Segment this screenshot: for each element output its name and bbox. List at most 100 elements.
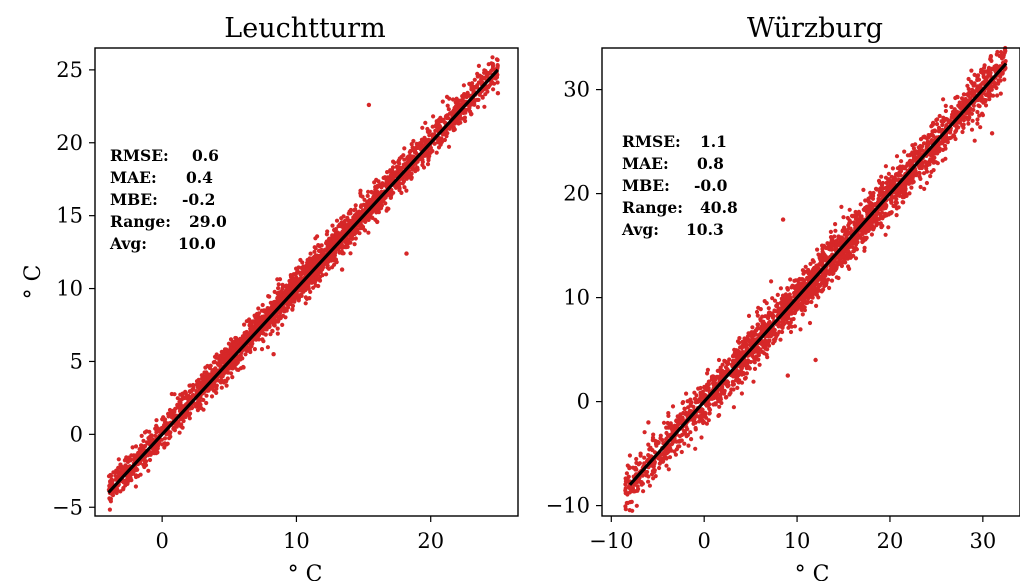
- data-point: [896, 205, 901, 210]
- data-point: [396, 180, 401, 185]
- data-point: [111, 470, 116, 475]
- data-point: [928, 157, 933, 162]
- data-point: [742, 336, 747, 341]
- data-point: [379, 205, 384, 211]
- data-point: [225, 370, 231, 375]
- data-point: [171, 425, 176, 430]
- data-point: [110, 493, 116, 498]
- data-point: [366, 189, 371, 194]
- data-point: [940, 147, 946, 152]
- data-point: [353, 203, 358, 208]
- data-point: [166, 411, 171, 416]
- data-point: [674, 418, 679, 423]
- data-point: [267, 294, 272, 299]
- data-point: [917, 171, 922, 176]
- data-point: [666, 413, 671, 418]
- data-point: [279, 289, 284, 294]
- data-point: [215, 361, 220, 366]
- data-point: [416, 145, 421, 150]
- data-point: [324, 232, 329, 237]
- data-point: [283, 289, 288, 294]
- data-point: [657, 465, 662, 471]
- data-point: [183, 414, 188, 420]
- data-point: [332, 262, 337, 267]
- data-point: [970, 81, 975, 86]
- data-point: [167, 436, 172, 441]
- data-point: [392, 160, 397, 165]
- data-point: [141, 438, 146, 443]
- data-point: [241, 365, 246, 370]
- data-point: [680, 400, 685, 406]
- data-point: [646, 479, 651, 484]
- data-point: [400, 181, 405, 186]
- data-point: [711, 383, 716, 388]
- data-point: [133, 484, 138, 489]
- data-point: [750, 330, 756, 335]
- data-point: [745, 358, 751, 363]
- data-point: [829, 278, 835, 283]
- data-point: [841, 215, 846, 220]
- data-point: [116, 457, 121, 462]
- data-point: [143, 444, 148, 449]
- data-point: [661, 459, 666, 464]
- data-point: [977, 104, 982, 109]
- data-point: [391, 190, 396, 195]
- data-point: [167, 407, 173, 413]
- data-point: [664, 463, 669, 468]
- data-point: [240, 334, 245, 339]
- data-point: [425, 162, 431, 167]
- y-axis-label: ° C: [21, 265, 46, 300]
- data-point: [109, 473, 114, 478]
- data-point: [806, 293, 811, 298]
- data-point: [154, 451, 159, 456]
- data-point: [320, 273, 325, 278]
- data-point: [933, 151, 938, 156]
- data-point: [470, 81, 475, 86]
- data-point: [407, 153, 412, 158]
- data-point: [454, 118, 460, 123]
- data-point: [975, 121, 980, 126]
- plot-frame: [94, 47, 519, 517]
- data-point: [284, 283, 289, 288]
- data-point: [214, 390, 219, 395]
- stat-label-mae: MAE:: [110, 168, 157, 187]
- data-point: [926, 133, 931, 138]
- data-point: [402, 146, 407, 151]
- data-point: [339, 242, 344, 248]
- data-point: [381, 175, 386, 180]
- data-point: [852, 248, 857, 253]
- data-point: [360, 194, 365, 199]
- data-point: [366, 199, 371, 204]
- data-point: [331, 237, 336, 242]
- data-point: [814, 303, 819, 308]
- data-point: [858, 202, 863, 207]
- data-point: [953, 136, 958, 142]
- data-point: [685, 427, 690, 432]
- data-point: [399, 190, 404, 195]
- data-point: [883, 164, 889, 169]
- data-point: [346, 240, 351, 245]
- data-point: [999, 56, 1005, 61]
- y-tick-label: 0: [70, 422, 83, 446]
- data-point: [808, 271, 814, 276]
- data-point: [815, 247, 820, 252]
- data-point: [989, 66, 994, 71]
- data-point: [437, 119, 442, 124]
- data-point: [928, 174, 933, 179]
- data-point: [344, 224, 349, 229]
- data-point: [377, 182, 383, 187]
- data-point: [133, 444, 139, 449]
- data-point: [742, 376, 748, 381]
- data-point: [345, 215, 350, 220]
- data-point: [303, 301, 308, 306]
- data-point: [725, 382, 730, 388]
- data-point: [757, 362, 762, 367]
- data-point: [211, 371, 216, 376]
- data-point: [852, 222, 857, 227]
- data-point: [239, 339, 244, 344]
- data-point: [410, 167, 415, 172]
- data-point: [388, 168, 393, 173]
